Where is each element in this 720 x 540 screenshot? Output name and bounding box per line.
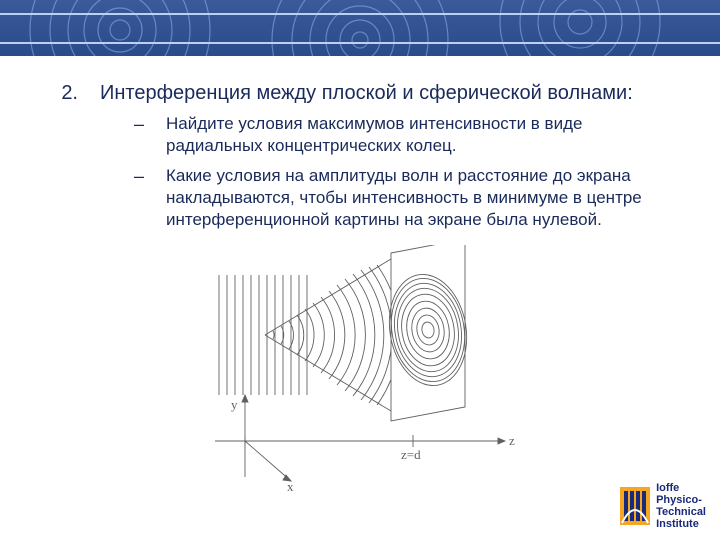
diagram-container: y x z z=d bbox=[56, 245, 664, 495]
item-number: 2. bbox=[56, 82, 78, 105]
dash-bullet-icon: – bbox=[134, 113, 148, 135]
header-rule bbox=[0, 42, 720, 44]
sub-item: – Какие условия на амплитуды волн и расс… bbox=[134, 165, 664, 231]
logo-line: Physico- bbox=[656, 494, 706, 506]
dash-bullet-icon: – bbox=[134, 165, 148, 187]
item-title: Интерференция между плоской и сферическо… bbox=[100, 82, 633, 105]
header-ripple-pattern bbox=[0, 0, 720, 56]
institute-logo: Ioffe Physico- Technical Institute bbox=[620, 482, 706, 530]
logo-line: Ioffe bbox=[656, 482, 706, 494]
axis-label-x: x bbox=[287, 479, 294, 494]
sub-item: – Найдите условия максимумов интенсивнос… bbox=[134, 113, 664, 157]
slide-content: 2. Интерференция между плоской и сфериче… bbox=[0, 56, 720, 495]
numbered-item: 2. Интерференция между плоской и сфериче… bbox=[56, 82, 664, 105]
axis-label-z: z bbox=[509, 433, 515, 448]
sub-list: – Найдите условия максимумов интенсивнос… bbox=[134, 113, 664, 231]
sub-item-text: Какие условия на амплитуды волн и рассто… bbox=[166, 165, 664, 231]
header-rule bbox=[0, 13, 720, 15]
logo-line: Technical bbox=[656, 506, 706, 518]
logo-text: Ioffe Physico- Technical Institute bbox=[656, 482, 706, 530]
interference-diagram: y x z z=d bbox=[195, 245, 525, 495]
header-band bbox=[0, 0, 720, 56]
axis-label-y: y bbox=[231, 397, 238, 412]
sub-item-text: Найдите условия максимумов интенсивности… bbox=[166, 113, 664, 157]
ioffe-logo-icon bbox=[620, 487, 650, 525]
logo-line: Institute bbox=[656, 518, 706, 530]
axis-label-zd: z=d bbox=[401, 447, 421, 462]
